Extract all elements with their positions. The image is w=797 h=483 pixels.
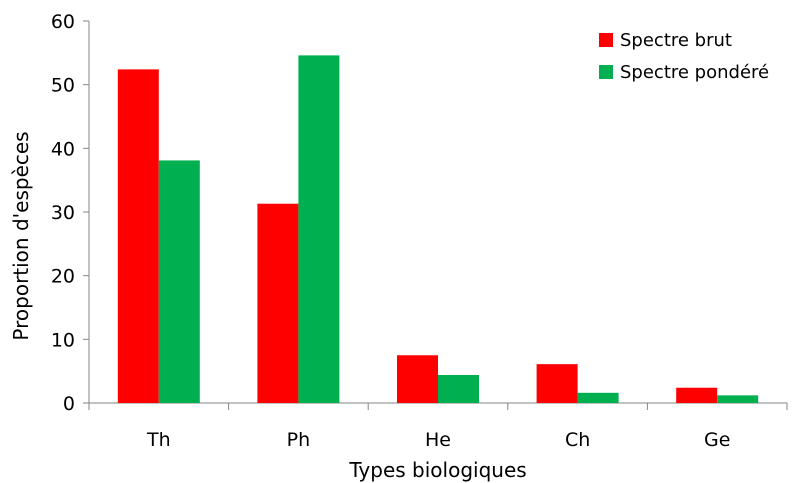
x-tick-label: Ch: [565, 429, 590, 451]
bar-spectre-pond-r--ch: [577, 392, 619, 403]
bar-spectre-brut-he: [397, 355, 438, 403]
legend: Spectre brut Spectre pondéré: [599, 30, 769, 83]
bars: [117, 55, 759, 404]
y-tick-label: 40: [51, 138, 75, 160]
legend-swatch: [599, 65, 613, 79]
x-tick-label: Ge: [704, 429, 730, 451]
y-axis-title: Proportion d'espèces: [9, 131, 33, 340]
y-tick-label: 10: [51, 329, 75, 351]
y-tick-label: 0: [63, 393, 75, 415]
legend-label: Spectre pondéré: [620, 62, 769, 83]
x-tick-label: Ph: [287, 429, 311, 451]
x-tick-label: Th: [146, 429, 171, 451]
y-tick-label: 30: [51, 202, 75, 224]
x-axis-title: Types biologiques: [348, 458, 526, 482]
y-tick-label: 20: [51, 266, 75, 288]
bar-spectre-pond-r--he: [438, 374, 479, 403]
y-tick-label: 60: [51, 11, 75, 33]
bar-spectre-brut-ge: [676, 387, 718, 403]
bar-spectre-pond-r--th: [158, 160, 200, 403]
bar-spectre-brut-ch: [536, 364, 578, 403]
bar-spectre-pond-r--ge: [717, 395, 759, 403]
bar-spectre-pond-r--ph: [298, 55, 340, 403]
x-tick-label: He: [425, 429, 451, 451]
bar-spectre-brut-ph: [257, 203, 299, 403]
legend-swatch: [599, 33, 613, 47]
legend-label: Spectre brut: [620, 30, 732, 51]
bar-spectre-brut-th: [117, 69, 159, 404]
y-ticks: 0 10 20 30 40 50 60: [51, 11, 89, 415]
y-tick-label: 50: [51, 75, 75, 97]
x-ticks: Th Ph He Ch Ge: [88, 403, 788, 451]
